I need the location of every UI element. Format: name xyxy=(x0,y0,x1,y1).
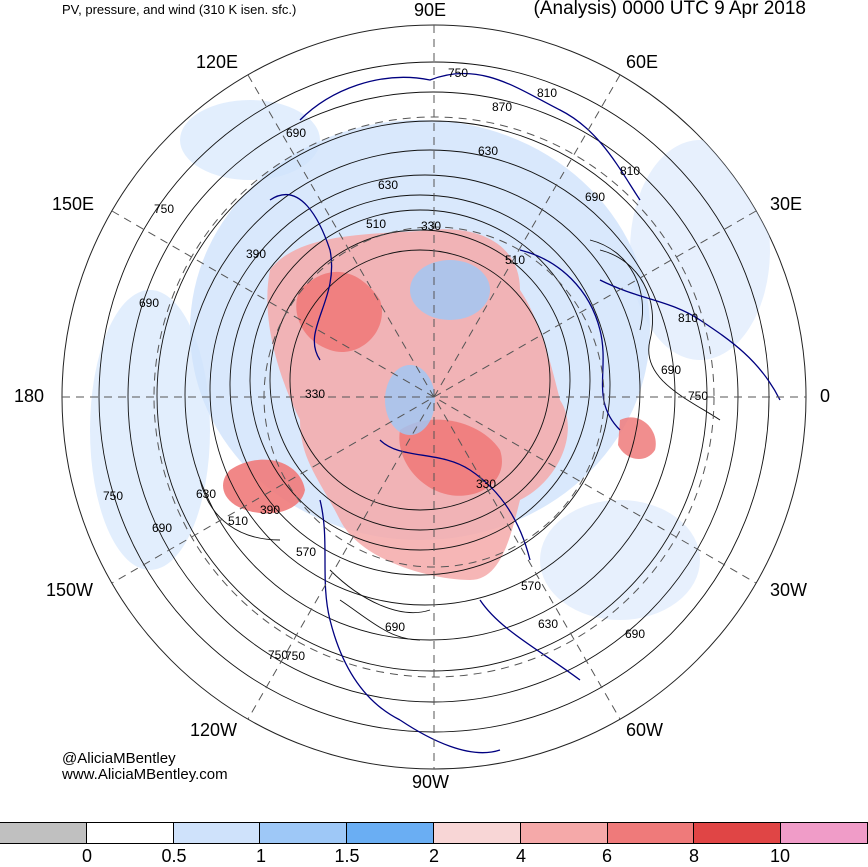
colorbar-segment xyxy=(606,822,695,844)
pv-shading-layer xyxy=(62,25,806,769)
contour-label: 810 xyxy=(678,311,698,325)
colorbar-tick: 1.5 xyxy=(334,846,360,866)
lon-label-180: 180 xyxy=(14,386,45,406)
contour-label: 750 xyxy=(103,489,123,503)
lon-label-150w: 150W xyxy=(46,580,94,600)
lon-label-120e: 120E xyxy=(196,52,239,72)
contour-label: 870 xyxy=(492,100,512,114)
colorbar-tick: 4 xyxy=(515,846,527,866)
contour-label: 690 xyxy=(585,190,605,204)
colorbar-segment xyxy=(432,822,521,844)
colorbar-segment xyxy=(172,822,261,844)
colorbar-segment xyxy=(0,822,87,844)
credit-website: www.AliciaMBentley.com xyxy=(62,766,228,783)
colorbar-tick: 8 xyxy=(688,846,700,866)
colorbar-tick: 0.5 xyxy=(161,846,187,866)
lon-label-120w: 120W xyxy=(190,720,238,740)
contour-label: 630 xyxy=(378,178,398,192)
colorbar-segment xyxy=(259,822,348,844)
contour-label: 690 xyxy=(152,521,172,535)
colorbar-segment xyxy=(85,822,174,844)
colorbar-tick: 6 xyxy=(601,846,613,866)
colorbar-tick: 0 xyxy=(81,846,93,866)
contour-label: 570 xyxy=(521,579,541,593)
colorbar-tick: 2 xyxy=(428,846,440,866)
contour-label: 810 xyxy=(620,164,640,178)
contour-label: 750 xyxy=(154,202,174,216)
contour-label: 510 xyxy=(228,514,248,528)
contour-label: 510 xyxy=(505,253,525,267)
lon-label-90w: 90W xyxy=(412,772,450,792)
lon-label-60e: 60E xyxy=(626,52,659,72)
lon-label-60w: 60W xyxy=(626,720,664,740)
contour-label: 330 xyxy=(421,219,441,233)
contour-label: 630 xyxy=(538,617,558,631)
colorbar-segment xyxy=(346,822,434,844)
contour-label: 810 xyxy=(537,86,557,100)
colorbar-segment xyxy=(780,822,868,844)
header-left-title: PV, pressure, and wind (310 K isen. sfc.… xyxy=(62,2,297,17)
contour-label: 690 xyxy=(385,620,405,634)
contour-label-group: 750 810 870 690 630 810 750 510 630 690 … xyxy=(103,66,708,663)
contour-label: 510 xyxy=(366,217,386,231)
contour-label: 570 xyxy=(296,545,316,559)
credit-handle: @AliciaMBentley xyxy=(62,750,176,767)
lon-label-30e: 30E xyxy=(770,194,803,214)
contour-label: 330 xyxy=(476,477,496,491)
contour-label: 390 xyxy=(246,247,266,261)
colorbar-tick: 10 xyxy=(769,846,791,866)
contour-label: 690 xyxy=(661,363,681,377)
contour-label: 750 xyxy=(285,649,305,663)
contour-label: 630 xyxy=(196,487,216,501)
colorbar-tick: 1 xyxy=(255,846,267,866)
colorbar-segment xyxy=(519,822,608,844)
lon-label-90e: 90E xyxy=(414,0,447,20)
contour-label: 690 xyxy=(286,126,306,140)
contour-label: 390 xyxy=(260,503,280,517)
contour-label: 690 xyxy=(625,627,645,641)
contour-label: 690 xyxy=(139,296,159,310)
header-right-title: (Analysis) 0000 UTC 9 Apr 2018 xyxy=(533,0,806,19)
contour-label: 630 xyxy=(478,144,498,158)
lon-label-30w: 30W xyxy=(770,580,808,600)
contour-label: 750 xyxy=(268,648,288,662)
lon-label-150e: 150E xyxy=(52,194,95,214)
colorbar xyxy=(0,822,868,844)
colorbar-segment xyxy=(693,822,782,844)
lon-label-0: 0 xyxy=(820,386,831,406)
contour-label: 750 xyxy=(688,389,708,403)
contour-label: 750 xyxy=(448,66,468,80)
contour-label: 330 xyxy=(305,387,325,401)
